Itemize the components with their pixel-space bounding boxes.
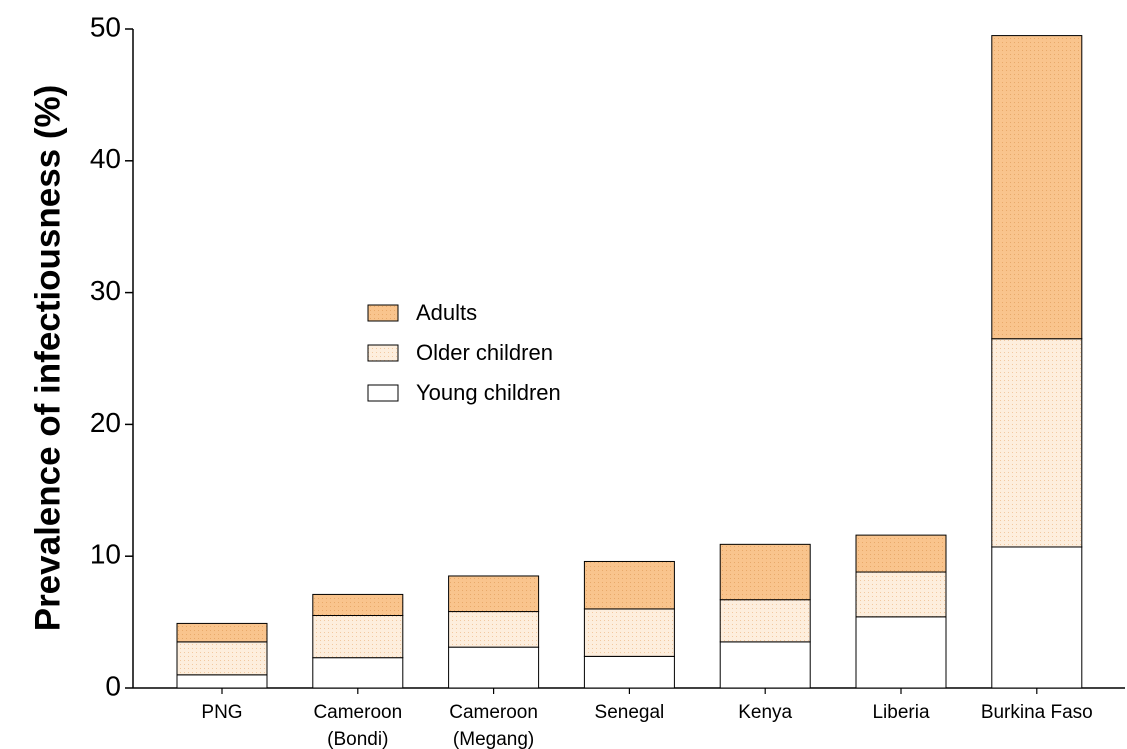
bar-segment-young-children [719,641,811,689]
y-tick-label: 10 [90,539,121,570]
x-tick-label: Burkina Faso [981,702,1093,723]
y-axis-label: Prevalence of infectiousness (%) [28,85,67,632]
bar-segment-adults [448,575,540,613]
bar-stack [448,575,540,689]
bar-stack [719,543,811,689]
legend-label: Adults [416,300,477,325]
y-tick-label: 0 [105,670,121,701]
bar-segment-older-children [991,338,1083,548]
bar-segment-adults [719,543,811,601]
bar-segment-adults [176,622,268,643]
legend-swatch [367,344,399,362]
bar-segment-older-children [176,641,268,676]
bar-segment-older-children [583,608,675,657]
legend-label: Young children [416,380,561,405]
bar-segment-young-children [448,646,540,689]
y-tick-label: 40 [90,143,121,174]
bar-segment-older-children [719,599,811,643]
bar-segment-older-children [312,615,404,659]
bar-segment-adults [855,534,947,573]
x-tick-label: Cameroon [449,702,538,723]
x-tick-label: (Megang) [453,729,534,749]
x-tick-label: Liberia [872,702,929,723]
bar-stack [176,622,268,689]
axes: 0 10 20 30 40 50 [90,11,1125,701]
bar-segment-young-children [583,655,675,689]
x-tick-label: Cameroon [313,702,402,723]
legend-swatch [367,384,399,402]
bar-stack [583,560,675,689]
x-tick-label: Senegal [595,702,665,723]
x-tick-label: Kenya [738,702,792,723]
legend: Adults Older children Young children [367,300,561,405]
bar-segment-young-children [991,546,1083,689]
bar-segment-older-children [448,611,540,648]
bar-segment-adults [991,35,1083,340]
y-tick-label: 20 [90,407,121,438]
bar-stack [312,593,404,689]
legend-swatch [367,304,399,322]
legend-label: Older children [416,340,553,365]
bar-stack [991,35,1083,689]
y-tick-label: 50 [90,11,121,42]
bar-segment-older-children [855,571,947,618]
bar-segment-young-children [176,674,268,689]
x-tick-label: (Bondi) [327,729,388,749]
bar-stack [855,534,947,689]
bar-segment-young-children [312,657,404,689]
bars: PNG Cameroon (Bondi) Cameroon (Megang) Senega… [176,35,1093,749]
y-tick-label: 30 [90,275,121,306]
bar-segment-adults [583,560,675,610]
bar-segment-young-children [855,616,947,689]
x-tick-label: PNG [201,702,242,723]
bar-segment-adults [312,593,404,617]
